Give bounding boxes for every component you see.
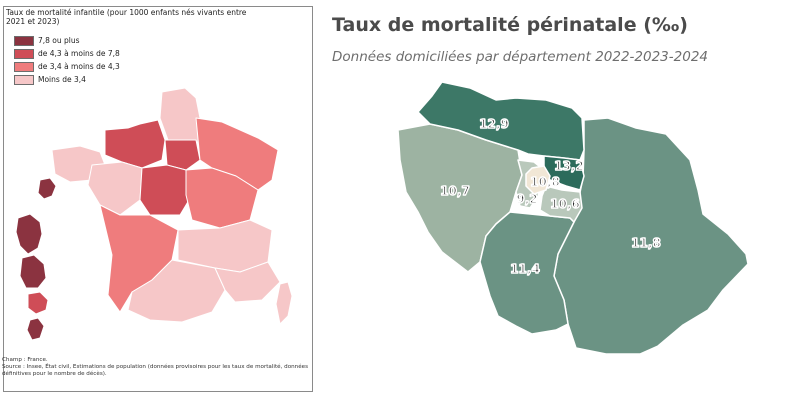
region-centre-val-de-loire [139, 164, 193, 216]
dept-value-label: 9,2 [516, 192, 537, 206]
dept-value-label: 10,8 [530, 175, 560, 189]
legend-label: Moins de 3,4 [38, 75, 86, 84]
dept-val-doise [417, 81, 585, 161]
map-title: Taux de mortalité périnatale (‰) [332, 14, 688, 36]
region-ile-de-france [164, 139, 201, 171]
legend-label: de 4,3 à moins de 7,8 [38, 49, 120, 58]
ile-de-france-map: 12,9 13,2 10,7 10,8 9,2 10,6 11,4 11,8 [397, 81, 749, 355]
dept-value-label: 11,4 [510, 262, 540, 276]
region-la-reunion [27, 291, 49, 315]
legend-title: Taux de mortalité infantile (pour 1000 e… [6, 8, 247, 26]
legend-swatch [14, 49, 34, 59]
region-normandie [104, 119, 166, 169]
region-corse [275, 281, 293, 325]
infant-mortality-panel: Taux de mortalité infantile (pour 1000 e… [0, 0, 318, 403]
region-pays-de-la-loire [87, 161, 143, 216]
dept-paris [525, 165, 551, 195]
dept-value-label: 10,7 [440, 184, 470, 198]
source-note: Champ : France. Source : Insee, État civ… [2, 357, 314, 377]
map-frame [3, 6, 313, 392]
region-grand-est [195, 117, 279, 191]
dept-value-label: 13,2 [554, 159, 584, 173]
dept-val-de-marne [539, 185, 583, 223]
dept-value-label: 10,6 [550, 197, 580, 211]
map-subtitle: Données domiciliées par département 2022… [332, 49, 709, 65]
dept-value-label: 12,9 [479, 117, 509, 131]
source-text: Source : Insee, État civil, Estimations … [2, 363, 309, 377]
legend-swatch [14, 75, 34, 85]
region-martinique [15, 213, 43, 255]
legend-swatch [14, 36, 34, 46]
region-guyane [19, 254, 47, 289]
legend-label: de 3,4 à moins de 4,3 [38, 62, 120, 71]
legend-swatch [14, 62, 34, 72]
region-mayotte [26, 317, 45, 341]
region-occitanie [127, 259, 226, 323]
perinatal-mortality-panel: Taux de mortalité périnatale (‰) Données… [318, 0, 785, 403]
dept-value-label: 11,8 [631, 236, 661, 250]
france-map [15, 87, 293, 341]
region-hauts-de-france [159, 87, 201, 143]
source-champ: Champ : France. [2, 357, 48, 363]
legend-label: 7,8 ou plus [38, 36, 80, 45]
region-paca [214, 261, 281, 303]
region-guadeloupe [37, 177, 57, 200]
